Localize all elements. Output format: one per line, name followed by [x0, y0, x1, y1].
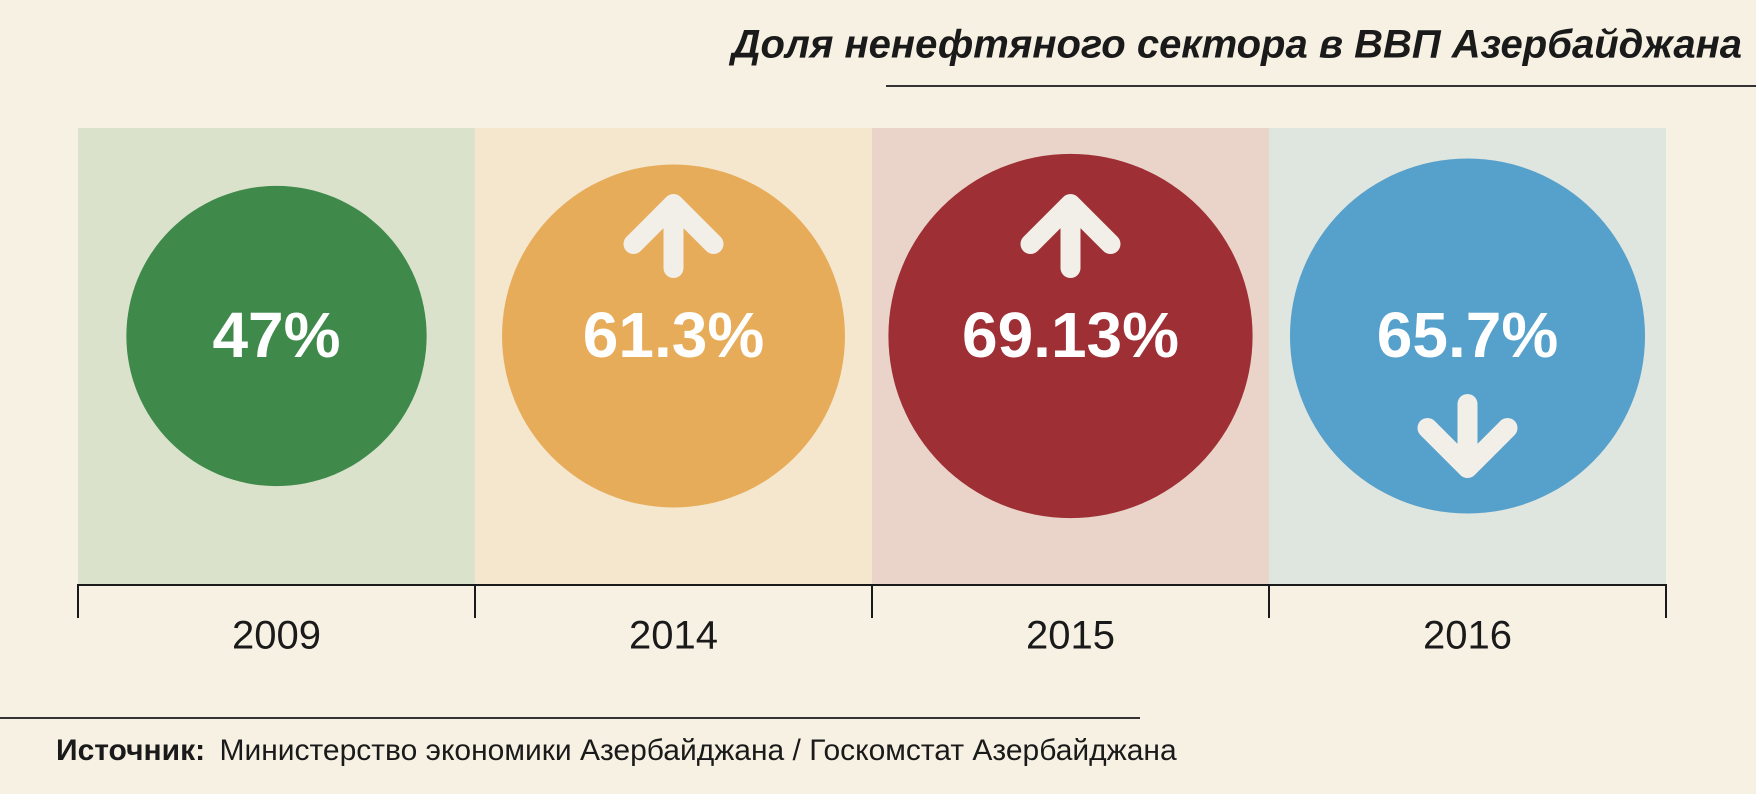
bubble	[126, 185, 427, 487]
bubble	[1289, 158, 1646, 514]
arrow-down	[1417, 394, 1518, 478]
value-label: 61.3%	[583, 299, 764, 371]
value-label: 69.13%	[962, 299, 1179, 371]
bubble	[502, 164, 845, 508]
value-label: 47%	[212, 299, 340, 371]
source-label: Источник:	[56, 734, 205, 767]
value-label: 65.7%	[1377, 299, 1558, 371]
plot: 47% 2009 61.3% 2014 69.13% 2015 65.7% 2016	[77, 128, 1667, 658]
chart-title: Доля ненефтяного сектора в ВВП Азербайдж…	[729, 23, 1742, 67]
source: Источник: Министерство экономики Азербай…	[56, 734, 1177, 767]
arrow-up	[1020, 194, 1121, 278]
arrow-up	[623, 194, 724, 278]
x-tick-label: 2016	[1423, 614, 1512, 658]
x-tick-label: 2015	[1026, 614, 1115, 658]
x-tick-label: 2009	[232, 614, 321, 658]
bubble	[888, 153, 1253, 519]
x-tick-label: 2014	[629, 614, 718, 658]
source-text: Министерство экономики Азербайджана / Го…	[219, 734, 1177, 767]
